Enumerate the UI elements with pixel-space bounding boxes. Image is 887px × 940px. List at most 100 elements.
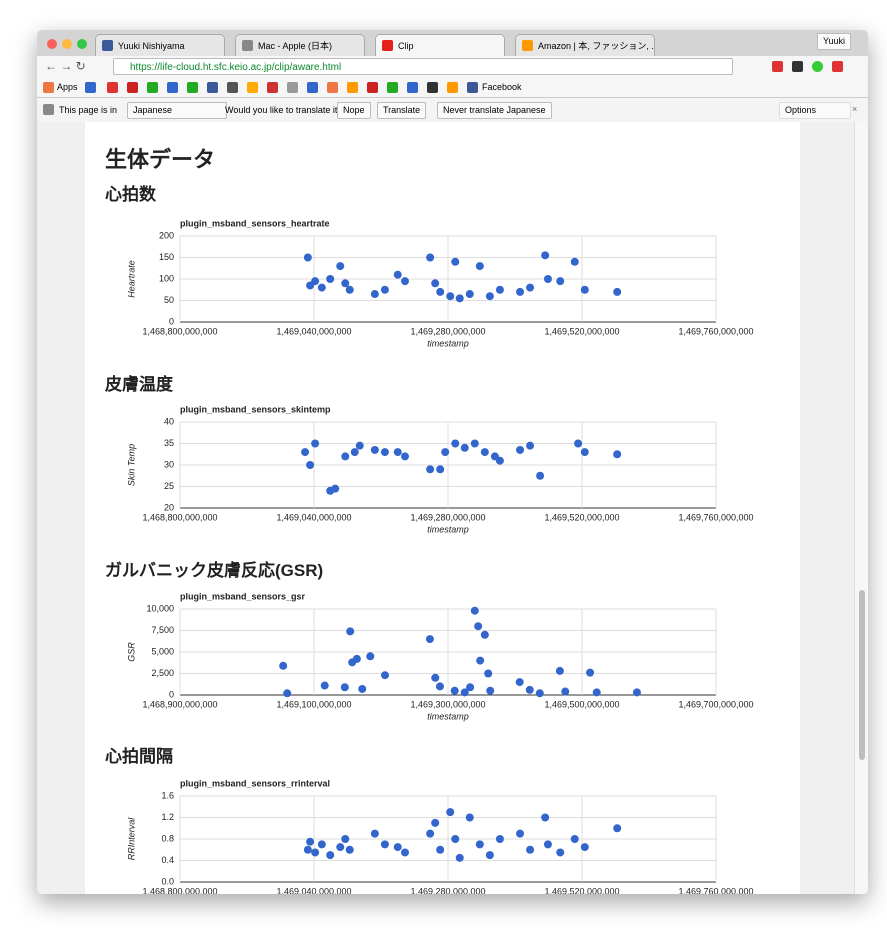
bookmark-icon[interactable] [327, 82, 338, 93]
bookmark-icon[interactable] [307, 82, 318, 93]
scroll-thumb[interactable] [859, 590, 865, 760]
data-point [326, 851, 334, 859]
language-select[interactable]: Japanese [127, 102, 227, 119]
chart-title: plugin_msband_sensors_rrinterval [180, 778, 330, 788]
tab[interactable]: Amazon | 本, ファッション, ... [515, 34, 655, 56]
bookmark-icon[interactable] [167, 82, 178, 93]
close-button[interactable] [47, 39, 57, 49]
data-point [353, 655, 361, 663]
data-point [456, 854, 464, 862]
bookmark-icon[interactable] [347, 82, 358, 93]
data-point [318, 840, 326, 848]
data-point [613, 824, 621, 832]
data-point [356, 442, 364, 450]
bookmark-icon[interactable] [467, 82, 478, 93]
scrollbar[interactable] [854, 122, 868, 894]
data-point [431, 674, 439, 682]
bookmark-icon[interactable] [387, 82, 398, 93]
bookmark-icon[interactable] [247, 82, 258, 93]
bookmark-icon[interactable] [447, 82, 458, 93]
bookmark-icon[interactable] [187, 82, 198, 93]
page-title: 生体データ [105, 142, 215, 174]
data-point [466, 290, 474, 298]
bookmark-icon[interactable] [107, 82, 118, 93]
extension-icon[interactable] [792, 61, 803, 72]
data-point [476, 840, 484, 848]
data-point [336, 262, 344, 270]
data-point [394, 843, 402, 851]
extension-icon[interactable] [812, 61, 823, 72]
nope-button[interactable]: Nope [337, 102, 371, 119]
data-point [304, 254, 312, 262]
profile-button[interactable]: Yuuki [817, 33, 851, 50]
x-tick-label: 1,468,800,000,000 [142, 512, 217, 522]
toolbar: ← → ↻ https://life-cloud.ht.sfc.keio.ac.… [37, 56, 868, 78]
bookmark-icon[interactable] [227, 82, 238, 93]
bookmark-icon[interactable] [407, 82, 418, 93]
data-point [381, 286, 389, 294]
data-point [516, 288, 524, 296]
tab-title: Amazon | 本, ファッション, ... [538, 41, 655, 51]
data-point [486, 687, 494, 695]
extension-icon[interactable] [772, 61, 783, 72]
bookmark-icon[interactable] [207, 82, 218, 93]
x-tick-label: 1,468,800,000,000 [142, 326, 217, 336]
data-point [456, 294, 464, 302]
close-translate[interactable]: × [852, 104, 857, 114]
bookmark-icon[interactable] [147, 82, 158, 93]
address-bar[interactable]: https://life-cloud.ht.sfc.keio.ac.jp/cli… [113, 58, 733, 75]
translate-text: Would you like to translate it? [225, 105, 342, 115]
extension-icon[interactable] [832, 61, 843, 72]
data-point [436, 682, 444, 690]
data-point [581, 843, 589, 851]
never-button[interactable]: Never translate Japanese [437, 102, 552, 119]
nav-buttons[interactable]: ← → ↻ [45, 59, 86, 73]
bookmark-icon[interactable] [127, 82, 138, 93]
data-point [574, 440, 582, 448]
bookmarks-bar: Apps Facebook [37, 78, 868, 98]
data-point [431, 819, 439, 827]
options-select[interactable]: Options [779, 102, 851, 119]
data-point [318, 284, 326, 292]
zoom-button[interactable] [77, 39, 87, 49]
data-point [366, 652, 374, 660]
bookmark[interactable]: Apps [57, 82, 78, 92]
y-tick-label: 0.8 [161, 833, 174, 843]
bookmark-icon[interactable] [367, 82, 378, 93]
tab[interactable]: Mac - Apple (日本) [235, 34, 365, 56]
data-point [331, 485, 339, 493]
data-point [394, 271, 402, 279]
y-tick-label: 0.4 [161, 855, 174, 865]
bookmark[interactable]: Facebook [482, 82, 522, 92]
data-point [466, 814, 474, 822]
y-axis-label: Heartrate [126, 260, 136, 298]
data-point [371, 446, 379, 454]
bookmark-icon[interactable] [267, 82, 278, 93]
y-tick-label: 35 [164, 438, 174, 448]
data-point [341, 452, 349, 460]
y-tick-label: 7,500 [151, 625, 174, 635]
data-point [371, 290, 379, 298]
data-point [358, 685, 366, 693]
tab[interactable]: Yuuki Nishiyama [95, 34, 225, 56]
x-tick-label: 1,469,100,000,000 [276, 699, 351, 709]
bookmark-icon[interactable] [287, 82, 298, 93]
y-tick-label: 150 [159, 252, 174, 262]
data-point [481, 448, 489, 456]
data-point [593, 688, 601, 696]
y-axis-label: RRInterval [126, 817, 136, 861]
minimize-button[interactable] [62, 39, 72, 49]
chart-title: plugin_msband_sensors_gsr [180, 591, 306, 601]
bookmark-icon[interactable] [85, 82, 96, 93]
data-point [486, 851, 494, 859]
tab-strip: Yuuki Nishiyama Mac - Apple (日本) Clip Am… [37, 30, 868, 56]
data-point [496, 457, 504, 465]
x-tick-label: 1,469,040,000,000 [276, 326, 351, 336]
bookmark-icon[interactable] [427, 82, 438, 93]
data-point [571, 258, 579, 266]
translate-button[interactable]: Translate [377, 102, 426, 119]
y-axis-label: GSR [126, 642, 136, 662]
tab[interactable]: Clip [375, 34, 505, 56]
translate-bar: This page is in Japanese Would you like … [37, 98, 868, 123]
data-point [401, 452, 409, 460]
